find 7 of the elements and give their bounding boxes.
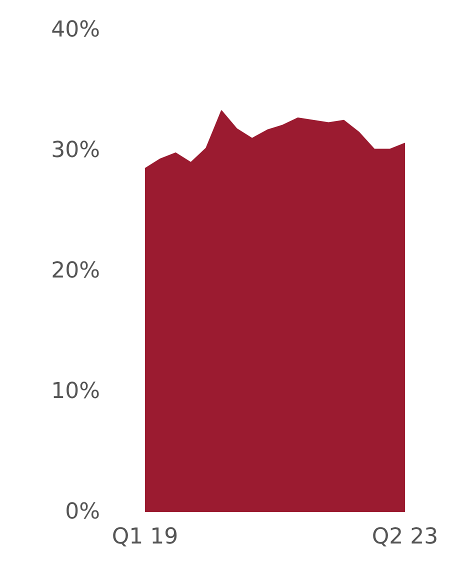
y-tick-label: 30% — [51, 138, 100, 163]
y-tick-label: 0% — [65, 500, 100, 524]
y-tick-label: 20% — [51, 258, 100, 284]
x-tick-label: Q1 19 — [112, 524, 178, 550]
x-tick-label: Q2 23 — [372, 524, 438, 550]
y-tick-label: 40% — [51, 18, 100, 42]
y-tick-label: 10% — [51, 379, 100, 404]
